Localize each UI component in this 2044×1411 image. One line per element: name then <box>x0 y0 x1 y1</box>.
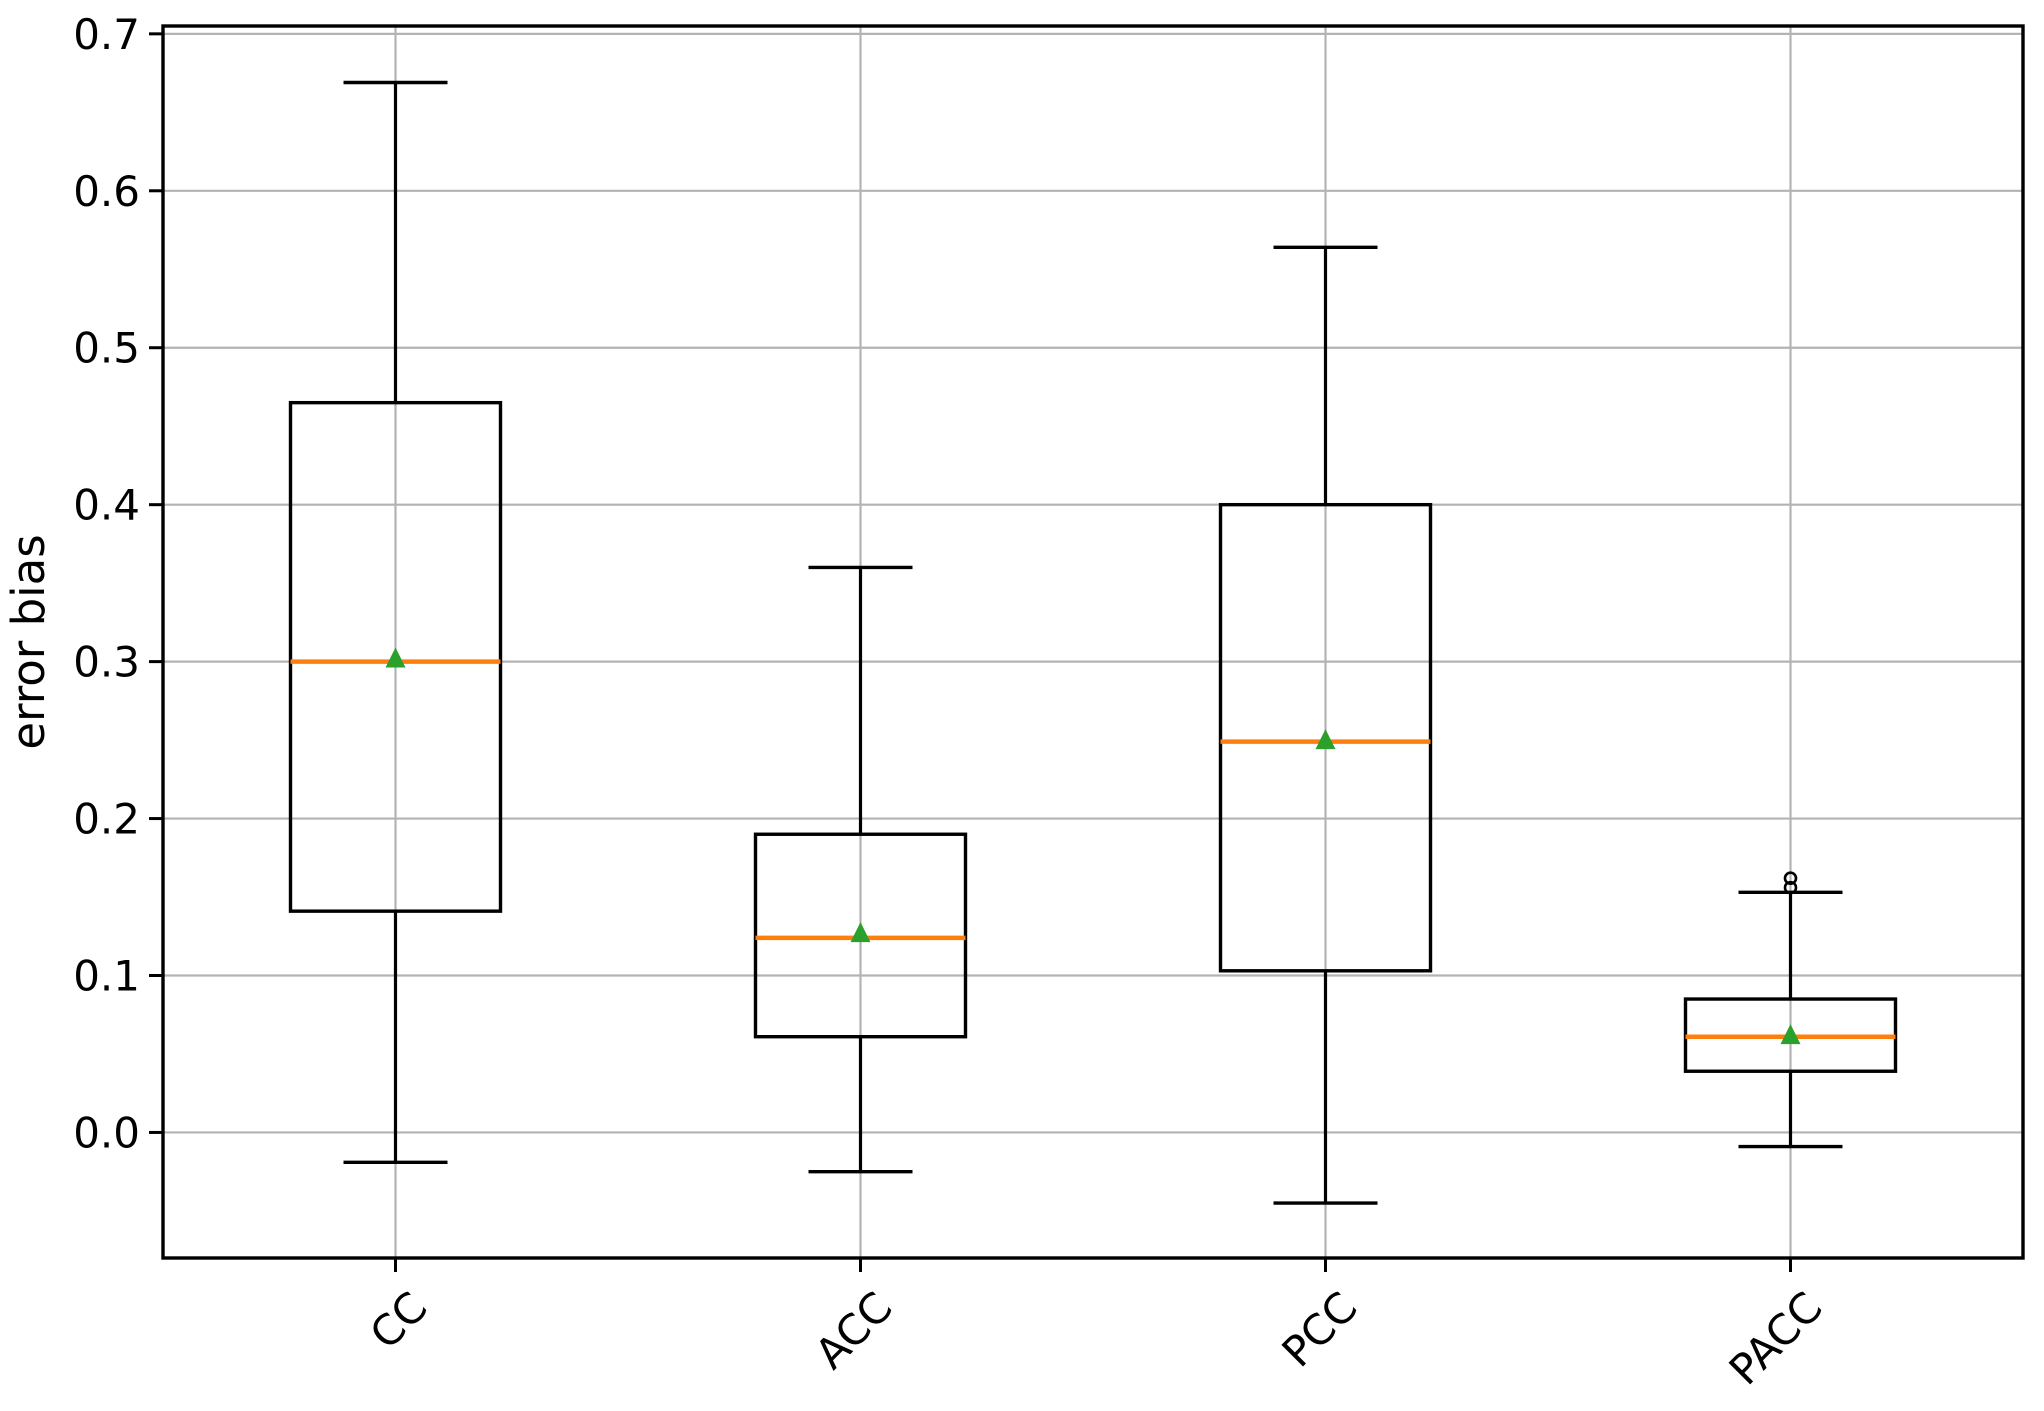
outlier-marker <box>1783 871 1798 885</box>
y-tick-label: 0.3 <box>73 638 140 687</box>
boxplot-group-acc <box>753 565 968 1174</box>
y-tick-label: 0.1 <box>73 952 140 1001</box>
x-tick-label: PCC <box>1273 1282 1367 1376</box>
y-axis-label: error bias <box>2 534 55 749</box>
iqr-box <box>288 400 503 913</box>
y-tick-label: 0.4 <box>73 481 140 530</box>
boxplot-group-pcc <box>1218 245 1433 1205</box>
y-tick-label: 0.6 <box>73 167 140 216</box>
y-tick-label: 0.7 <box>73 10 140 59</box>
iqr-box <box>1218 502 1433 973</box>
y-tick-label: 0.5 <box>73 324 140 373</box>
boxplot-group-cc <box>288 80 503 1164</box>
y-tick-label: 0.2 <box>73 795 140 844</box>
x-axis: CC ACC PCC PACC <box>360 1258 1832 1394</box>
x-tick-label: ACC <box>806 1282 902 1378</box>
mean-marker <box>385 647 406 668</box>
y-tick-label: 0.0 <box>73 1108 140 1157</box>
x-tick-label: CC <box>360 1282 436 1358</box>
y-axis: 0.0 0.1 0.2 0.3 0.4 0.5 0.6 0.7 <box>73 10 163 1157</box>
x-tick-label: PACC <box>1720 1282 1832 1394</box>
outlier-marker <box>1783 880 1798 895</box>
grid <box>163 26 2023 1258</box>
mean-marker <box>1315 729 1336 750</box>
boxplot-group-pacc <box>1683 871 1898 1149</box>
mean-marker <box>1780 1024 1801 1045</box>
axes-border <box>161 24 2025 1260</box>
iqr-box <box>753 832 968 1039</box>
mean-marker <box>850 922 871 943</box>
